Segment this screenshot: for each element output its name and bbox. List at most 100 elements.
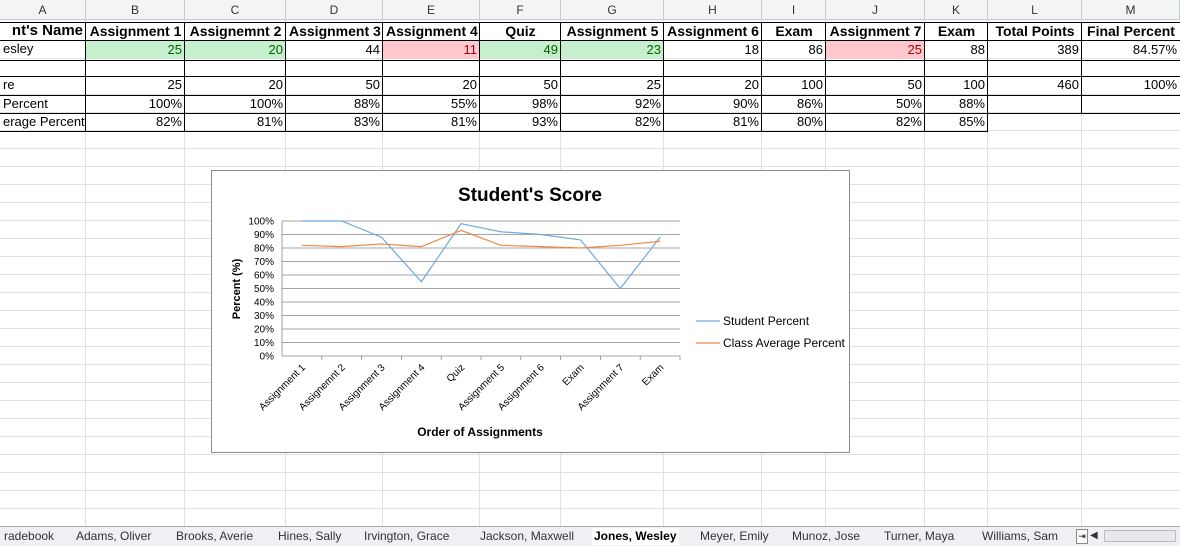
avg-label[interactable]: erage Percent [3, 114, 85, 129]
y-tick-label: 70% [254, 257, 274, 268]
avg-cell[interactable]: 82% [155, 114, 182, 129]
header-cell[interactable]: Exam [775, 23, 813, 39]
avg-cell[interactable]: 81% [256, 114, 283, 129]
column-header-g[interactable]: G [561, 0, 664, 20]
sheet-tab-bar: ⇥ ◀ radebook Adams, Oliver Brooks, Averie H… [0, 526, 1180, 546]
header-cell[interactable]: Assignment 1 [89, 23, 182, 39]
percent-cell[interactable]: 98% [531, 96, 558, 111]
header-cell[interactable]: Assignemnt 2 [189, 23, 282, 39]
student-name-cell[interactable]: esley [3, 41, 34, 56]
possible-cell[interactable]: 25 [167, 77, 182, 92]
possible-cell[interactable]: 50 [543, 77, 558, 92]
column-header-h[interactable]: H [664, 0, 762, 20]
possible-cell[interactable]: 460 [1057, 77, 1079, 92]
column-header-i[interactable]: I [762, 0, 826, 20]
possible-cell[interactable]: 100 [801, 77, 823, 92]
score-cell[interactable]: 25 [826, 41, 925, 59]
horizontal-scrollbar[interactable] [1104, 530, 1176, 542]
percent-cell[interactable]: 100% [249, 96, 283, 111]
score-cell[interactable]: 49 [480, 41, 561, 59]
header-cell[interactable]: Assignment 5 [566, 23, 659, 39]
header-cell[interactable]: Final Percent [1087, 23, 1175, 39]
sheet-tab[interactable]: Munoz, Jose [792, 529, 861, 543]
sheet-tab[interactable]: Adams, Oliver [76, 529, 152, 543]
header-cell[interactable]: Quiz [505, 23, 536, 39]
y-tick-label: 30% [254, 311, 274, 322]
percent-cell[interactable]: 100% [148, 96, 182, 111]
y-tick-label: 20% [254, 325, 274, 336]
sheet-tab[interactable]: Brooks, Averie [176, 529, 254, 543]
score-cell[interactable]: 23 [561, 41, 664, 59]
sheet-tab[interactable]: Williams, Sam [982, 529, 1059, 543]
column-header-d[interactable]: D [286, 0, 383, 20]
avg-cell[interactable]: 81% [450, 114, 477, 129]
header-cell[interactable]: nt's Name [11, 22, 83, 39]
header-cell[interactable]: Assignment 3 [289, 23, 381, 39]
possible-cell[interactable]: 50 [907, 77, 922, 92]
header-cell[interactable]: Assignment 7 [829, 23, 922, 39]
avg-cell[interactable]: 83% [353, 114, 380, 129]
sheet-tab[interactable]: Jones, Wesley [592, 528, 679, 545]
sheet-tab[interactable]: Hines, Sally [278, 529, 342, 543]
header-cell[interactable]: Assignment 4 [386, 23, 478, 39]
score-cell[interactable]: 25 [86, 41, 185, 59]
x-tick-label: Quiz [445, 362, 467, 384]
avg-cell[interactable]: 82% [895, 114, 922, 129]
possible-cell[interactable]: 20 [462, 77, 477, 92]
percent-cell[interactable]: 86% [796, 96, 823, 111]
possible-cell[interactable]: 100% [1143, 77, 1177, 92]
percent-cell[interactable]: 90% [732, 96, 759, 111]
legend-label: Student Percent [723, 314, 810, 328]
score-cell[interactable]: 18 [744, 42, 759, 57]
column-header-f[interactable]: F [480, 0, 561, 20]
header-cell[interactable]: Assignment 6 [667, 23, 759, 39]
avg-cell[interactable]: 80% [796, 114, 823, 129]
score-cell[interactable]: 88 [970, 42, 985, 57]
percent-cell[interactable]: 92% [634, 96, 661, 111]
sheet-tab[interactable]: Irvington, Grace [364, 529, 450, 543]
column-header-a[interactable]: A [0, 0, 86, 20]
percent-cell[interactable]: 55% [450, 96, 477, 111]
sheet-tab[interactable]: Jackson, Maxwell [480, 529, 575, 543]
x-tick-label: Exam [561, 362, 587, 388]
header-cell[interactable]: Exam [937, 23, 976, 39]
score-cell[interactable]: 84.57% [1132, 42, 1177, 57]
avg-cell[interactable]: 82% [634, 114, 661, 129]
scroll-left-icon[interactable]: ◀ [1090, 530, 1098, 541]
sheet-tab[interactable]: Turner, Maya [884, 529, 955, 543]
avg-cell[interactable]: 93% [531, 114, 558, 129]
column-header-e[interactable]: E [383, 0, 480, 20]
tab-scroll-icon[interactable]: ⇥ [1076, 529, 1088, 544]
percent-cell[interactable]: 88% [958, 96, 985, 111]
column-header-c[interactable]: C [185, 0, 286, 20]
column-header-k[interactable]: K [925, 0, 988, 20]
possible-cell[interactable]: 50 [365, 77, 380, 92]
percent-label[interactable]: Percent [3, 96, 48, 111]
y-tick-label: 10% [254, 338, 274, 349]
percent-cell[interactable]: 88% [353, 96, 380, 111]
series-line-0 [301, 220, 661, 290]
possible-cell[interactable]: 100 [963, 77, 985, 92]
possible-cell[interactable]: 25 [646, 77, 661, 92]
possible-cell[interactable]: 20 [268, 77, 283, 92]
series-line-1 [301, 229, 661, 249]
score-cell[interactable]: 44 [365, 42, 380, 57]
sheet-tab[interactable]: Meyer, Emily [700, 529, 769, 543]
score-cell[interactable]: 11 [383, 41, 480, 59]
score-cell[interactable]: 86 [808, 42, 823, 57]
score-cell[interactable]: 20 [185, 41, 286, 59]
avg-cell[interactable]: 81% [732, 114, 759, 129]
avg-cell[interactable]: 85% [958, 114, 985, 129]
column-header-b[interactable]: B [86, 0, 185, 20]
column-header-m[interactable]: M [1082, 0, 1180, 20]
score-cell[interactable]: 389 [1057, 42, 1079, 57]
y-tick-label: 0% [260, 352, 275, 363]
possible-label[interactable]: re [3, 77, 15, 92]
column-header-l[interactable]: L [988, 0, 1082, 20]
sheet-tab[interactable]: radebook [4, 529, 55, 543]
possible-cell[interactable]: 20 [744, 77, 759, 92]
header-cell[interactable]: Total Points [995, 23, 1075, 39]
column-header-j[interactable]: J [826, 0, 925, 20]
percent-cell[interactable]: 50% [895, 96, 922, 111]
student-score-chart[interactable]: Student's Score Order of Assignments Per… [211, 170, 850, 453]
